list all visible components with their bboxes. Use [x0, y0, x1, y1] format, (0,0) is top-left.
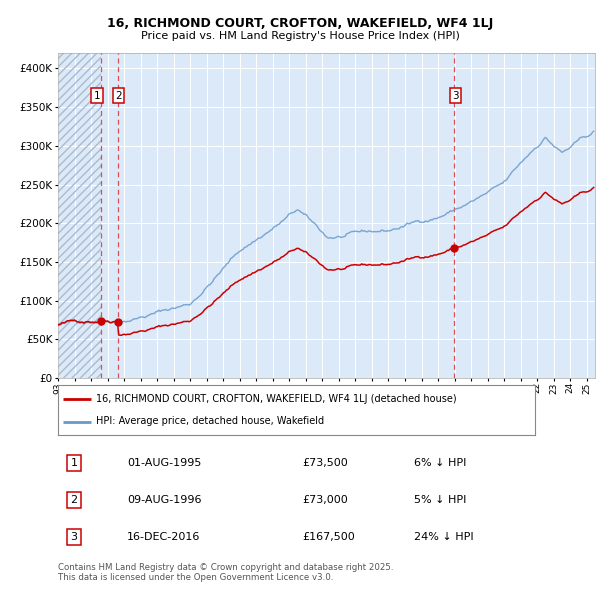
Text: £73,000: £73,000: [303, 495, 349, 505]
Text: 16, RICHMOND COURT, CROFTON, WAKEFIELD, WF4 1LJ: 16, RICHMOND COURT, CROFTON, WAKEFIELD, …: [107, 17, 493, 30]
Text: 1: 1: [70, 458, 77, 468]
Text: 5% ↓ HPI: 5% ↓ HPI: [415, 495, 467, 505]
Text: 6% ↓ HPI: 6% ↓ HPI: [415, 458, 467, 468]
Text: 2: 2: [115, 90, 122, 100]
Text: 3: 3: [70, 532, 77, 542]
Text: 01-AUG-1995: 01-AUG-1995: [127, 458, 202, 468]
Text: 24% ↓ HPI: 24% ↓ HPI: [415, 532, 474, 542]
Text: 16-DEC-2016: 16-DEC-2016: [127, 532, 200, 542]
Text: HPI: Average price, detached house, Wakefield: HPI: Average price, detached house, Wake…: [96, 417, 324, 427]
Text: £167,500: £167,500: [303, 532, 355, 542]
Text: £73,500: £73,500: [303, 458, 349, 468]
Text: Price paid vs. HM Land Registry's House Price Index (HPI): Price paid vs. HM Land Registry's House …: [140, 31, 460, 41]
Text: 09-AUG-1996: 09-AUG-1996: [127, 495, 202, 505]
Text: 1: 1: [94, 90, 101, 100]
Text: 16, RICHMOND COURT, CROFTON, WAKEFIELD, WF4 1LJ (detached house): 16, RICHMOND COURT, CROFTON, WAKEFIELD, …: [96, 394, 457, 404]
Text: 2: 2: [70, 495, 77, 505]
Text: 3: 3: [452, 90, 459, 100]
Text: Contains HM Land Registry data © Crown copyright and database right 2025.
This d: Contains HM Land Registry data © Crown c…: [58, 563, 394, 582]
